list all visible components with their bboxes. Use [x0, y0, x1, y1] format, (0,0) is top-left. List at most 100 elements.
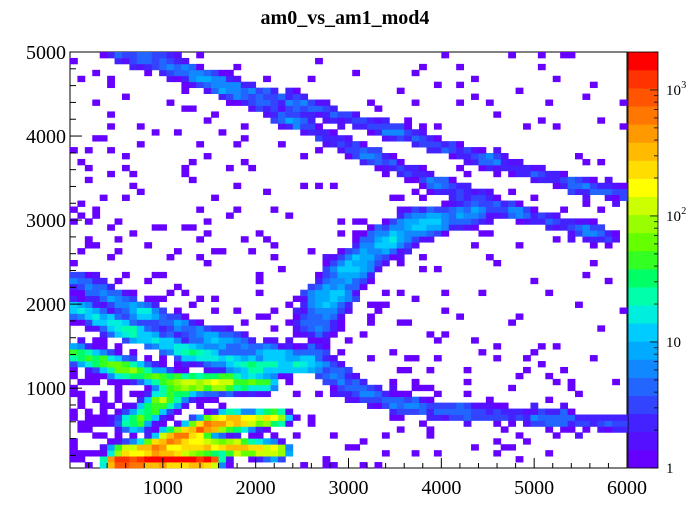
heatmap-cell [300, 129, 309, 136]
heatmap-cell [107, 325, 115, 332]
colorbar-label-exponent: 3 [681, 80, 686, 91]
heatmap-cell [307, 99, 316, 106]
heatmap-cell [463, 378, 472, 386]
heatmap-cell [70, 206, 78, 213]
heatmap-cell [367, 129, 375, 136]
heatmap-cell [523, 218, 531, 225]
heatmap-cell [151, 301, 160, 308]
heatmap-cell [545, 420, 554, 427]
heatmap-cell [77, 390, 86, 398]
heatmap-cell [612, 194, 620, 201]
heatmap-cell [419, 265, 427, 273]
heatmap-cell [218, 402, 227, 409]
heatmap-cell [597, 236, 606, 243]
heatmap-cell [218, 414, 227, 421]
heatmap-cell [277, 366, 286, 374]
heatmap-cell [136, 390, 145, 398]
heatmap-cell [329, 271, 338, 279]
heatmap-cell [322, 254, 331, 261]
heatmap-cell [337, 295, 346, 302]
heatmap-cell [322, 99, 331, 106]
heatmap-cell [129, 390, 138, 398]
heatmap-cell [240, 343, 249, 350]
heatmap-cell [411, 164, 420, 172]
heatmap-cell [300, 182, 309, 190]
heatmap-cell [352, 111, 361, 118]
heatmap-cell [248, 378, 257, 386]
heatmap-cell [411, 135, 420, 142]
heatmap-cell [374, 260, 383, 267]
heatmap-cell [500, 414, 509, 421]
heatmap-cell [248, 361, 257, 368]
heatmap-cell [136, 456, 145, 463]
heatmap-cell [441, 176, 450, 184]
heatmap-cell [114, 218, 123, 225]
heatmap-cell [419, 402, 427, 409]
heatmap-cell [92, 271, 101, 279]
heatmap-cell [181, 432, 190, 439]
heatmap-cell [508, 206, 516, 213]
heatmap-cell [92, 343, 101, 350]
heatmap-cell [166, 331, 175, 338]
y-tick-label: 5000 [26, 42, 66, 64]
heatmap-cell [263, 75, 271, 83]
heatmap-cell [129, 313, 138, 320]
heatmap-cell [500, 444, 509, 451]
heatmap-cell [196, 343, 205, 350]
heatmap-cell [277, 438, 286, 445]
heatmap-cell [381, 123, 390, 130]
heatmap-cell [322, 277, 331, 285]
heatmap-cell [389, 254, 398, 261]
heatmap-cell [337, 349, 346, 356]
heatmap-cell [478, 408, 487, 415]
heatmap-cell [478, 212, 487, 219]
heatmap-cell [99, 462, 108, 469]
heatmap-cell [92, 283, 101, 291]
heatmap-cell [196, 378, 205, 386]
heatmap-cell [292, 87, 301, 94]
heatmap-cell [277, 444, 286, 451]
heatmap-cell [582, 93, 591, 100]
heatmap-cell [292, 325, 301, 332]
heatmap-cell [151, 319, 160, 326]
colorbar-swatch [628, 52, 658, 71]
heatmap-cell [114, 277, 123, 285]
heatmap-cell [344, 444, 353, 451]
heatmap-cell [70, 307, 78, 314]
heatmap-cell [233, 372, 242, 380]
heatmap-cell [359, 390, 368, 398]
heatmap-cell [211, 111, 219, 118]
heatmap-cell [441, 188, 450, 196]
heatmap-cell [537, 164, 546, 172]
heatmap-cell [225, 384, 234, 392]
heatmap-cell [367, 99, 375, 106]
heatmap-cell [144, 277, 153, 285]
heatmap-cell [441, 402, 450, 409]
heatmap-cell [77, 319, 86, 326]
heatmap-cell [151, 438, 160, 445]
heatmap-cell [277, 361, 286, 368]
heatmap-cell [597, 224, 606, 231]
heatmap-cell [352, 390, 361, 398]
heatmap-cell [114, 325, 123, 332]
heatmap-cell [582, 420, 591, 427]
heatmap-cell [307, 313, 316, 320]
heatmap-cell [485, 99, 494, 106]
heatmap-cell [151, 325, 160, 332]
heatmap-cell [233, 206, 242, 213]
heatmap-cell [77, 343, 86, 350]
heatmap-cell [181, 87, 190, 94]
heatmap-cell [114, 444, 123, 451]
heatmap-cell [493, 260, 502, 267]
heatmap-cell [478, 402, 487, 409]
heatmap-cell [136, 319, 145, 326]
heatmap-cell [575, 420, 583, 427]
heatmap-cell [70, 450, 78, 457]
heatmap-cell [240, 158, 249, 166]
heatmap-cell [404, 170, 413, 178]
heatmap-cell [359, 153, 368, 160]
heatmap-cell [411, 378, 420, 386]
heatmap-cell [107, 254, 115, 261]
heatmap-cell [456, 414, 465, 421]
heatmap-cell [129, 462, 138, 469]
